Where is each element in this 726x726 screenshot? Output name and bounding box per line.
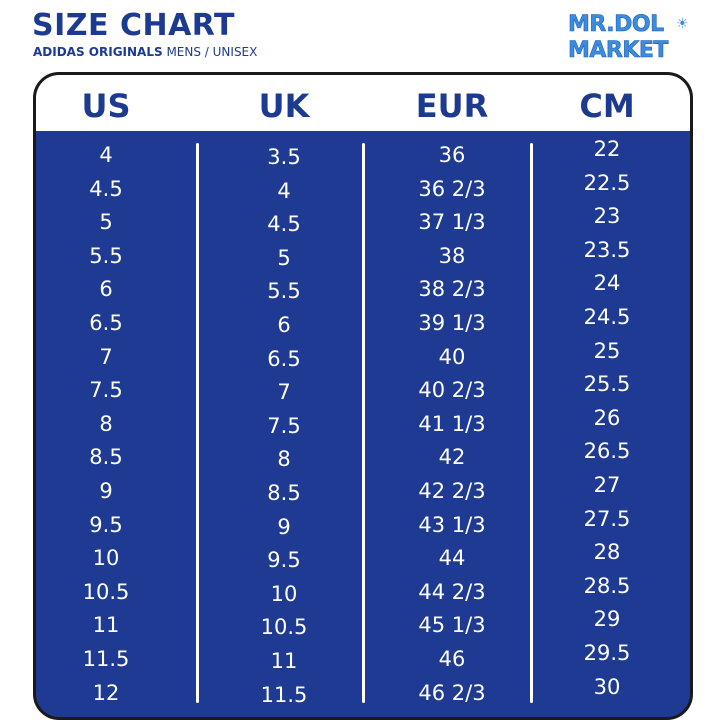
table-cell-eur: 46 2/3 [418,680,486,705]
column-cm: 22 22.5 23 23.5 24 24.5 25 25.5 26 26.5 27 27.5 28 28… [527,133,687,704]
table-cell-uk: 8 [277,447,291,472]
table-cell-us: 4.5 [89,176,123,201]
column-header-eur: EUR [415,87,489,125]
table-cell-uk: 4 [277,178,291,203]
table-cell-uk: 7.5 [267,413,301,438]
table-cell-us: 11.5 [82,646,130,671]
table-cell-uk: 5.5 [267,279,301,304]
table-cell-eur: 44 2/3 [418,579,486,604]
table-cell-cm: 24.5 [583,304,631,329]
logo-line-1: MR.DOL [568,12,665,38]
table-cell-uk: 9 [277,514,291,539]
table-cell-us: 12 [92,680,120,705]
column-divider [530,143,533,703]
table-cell-us: 7 [99,344,113,369]
column-eur: 36 36 2/3 37 1/3 38 38 2/3 39 1/3 40 40 2/3 41 1… [372,139,532,710]
table-cell-eur: 42 2/3 [418,478,486,503]
table-cell-us: 8 [99,411,113,436]
table-cell-cm: 28.5 [583,573,631,598]
table-cell-uk: 3.5 [267,145,301,169]
column-header-cm: CM [579,87,635,125]
column-header-us: US [81,87,131,125]
column-header-uk: UK [258,87,310,125]
column-us: 4 4.5 5 5.5 6 6.5 7 7.5 8 8.5 9 9.5 10 10.5 11 11.5 12 [36,139,186,710]
table-cell-us: 8.5 [89,445,123,470]
table-cell-eur: 38 [438,243,466,268]
table-cell-us: 5.5 [89,243,123,268]
table-cell-eur: 42 [438,445,466,470]
subtitle-rest: MENS / UNISEX [162,45,258,59]
table-cell-cm: 26 [593,405,621,430]
table-cell-eur: 38 2/3 [418,277,486,302]
table-cell-uk: 9.5 [267,548,301,573]
column-uk: 3.5 4 4.5 5 5.5 6 6.5 7 7.5 8 8.5 9 9.5 10 10.5 11 11.5 [204,141,364,712]
store-logo: MR.DOL MARKET ☀ [568,12,698,70]
table-cell-uk: 10 [270,581,298,606]
table-cell-uk: 10.5 [260,615,308,640]
table-cell-cm: 26.5 [583,439,631,464]
subtitle-brand: ADIDAS ORIGINALS [33,45,163,59]
page-subtitle: ADIDAS ORIGINALS MENS / UNISEX [33,45,257,59]
table-cell-cm: 30 [593,674,621,699]
table-cell-uk: 7 [277,380,291,405]
table-cell-cm: 22.5 [583,170,631,195]
table-cell-eur: 39 1/3 [418,310,486,335]
table-cell-eur: 40 2/3 [418,378,486,403]
table-cell-cm: 29.5 [583,640,631,665]
table-cell-us: 7.5 [89,378,123,403]
page-title: SIZE CHART [32,8,236,43]
table-cell-cm: 27 [593,472,621,497]
logo-line-2: MARKET [568,38,669,64]
table-cell-uk: 6 [277,312,291,337]
table-cell-eur: 36 2/3 [418,176,486,201]
table-cell-eur: 43 1/3 [418,512,486,537]
table-cell-cm: 23.5 [583,237,631,262]
table-cell-us: 10.5 [82,579,130,604]
table-cell-us: 10 [92,546,120,571]
table-cell-us: 6.5 [89,310,123,335]
table-cell-us: 6 [99,277,113,302]
table-cell-us: 9 [99,478,113,503]
table-cell-uk: 5 [277,245,291,270]
table-cell-cm: 25 [593,338,621,363]
table-cell-eur: 44 [438,546,466,571]
table-cell-uk: 8.5 [267,480,301,505]
table-cell-cm: 24 [593,271,621,296]
table-cell-cm: 25.5 [583,372,631,397]
table-cell-us: 9.5 [89,512,123,537]
column-divider [362,143,365,703]
table-cell-eur: 40 [438,344,466,369]
table-cell-us: 11 [92,613,120,638]
table-cell-cm: 29 [593,607,621,632]
table-cell-cm: 27.5 [583,506,631,531]
table-cell-uk: 6.5 [267,346,301,371]
table-cell-eur: 45 1/3 [418,613,486,638]
table-cell-cm: 23 [593,204,621,229]
table-cell-uk: 4.5 [267,212,301,237]
size-table: US UK EUR CM 4 4.5 5 5.5 6 6.5 7 7.5 8 8.5 9 9.5 10 1… [33,72,693,720]
table-cell-eur: 41 1/3 [418,411,486,436]
table-cell-us: 4 [99,143,113,167]
sun-icon: ☀ [676,16,689,32]
table-cell-eur: 46 [438,646,466,671]
table-header: US UK EUR CM [36,75,690,131]
table-cell-cm: 22 [593,137,621,161]
table-cell-eur: 36 [438,143,466,167]
table-cell-uk: 11.5 [260,682,308,707]
table-cell-uk: 11 [270,648,298,673]
table-cell-cm: 28 [593,540,621,565]
column-divider [196,143,199,703]
table-cell-eur: 37 1/3 [418,210,486,235]
table-cell-us: 5 [99,210,113,235]
